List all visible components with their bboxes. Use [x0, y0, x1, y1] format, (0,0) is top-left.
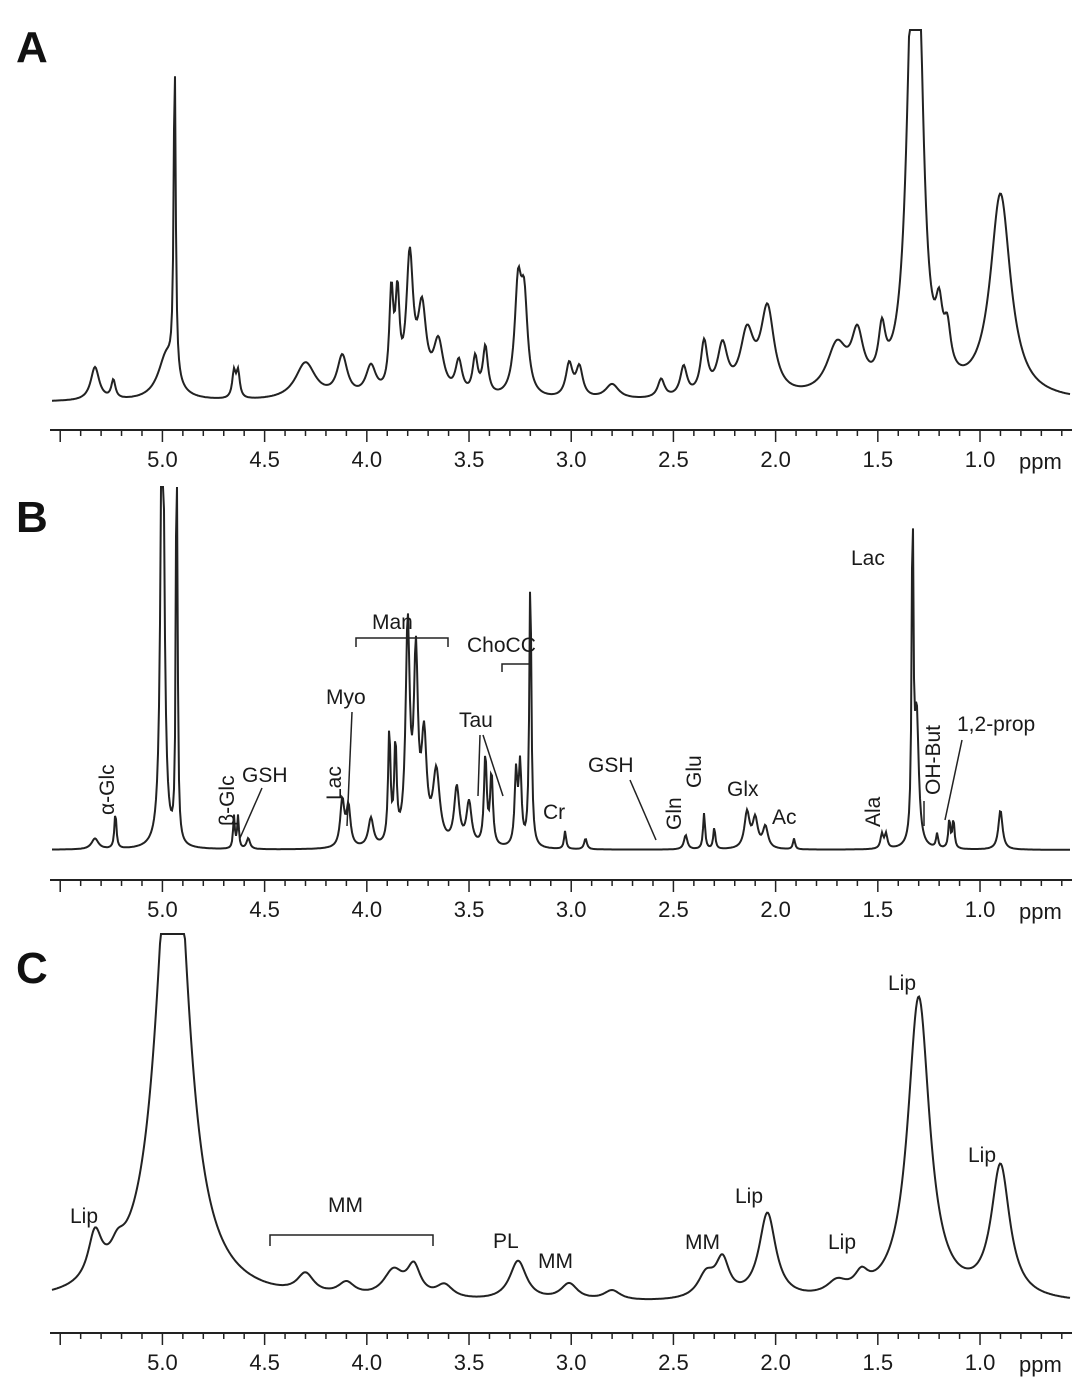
tick-label: 5.0	[147, 897, 178, 922]
bracket-mm	[269, 1234, 434, 1246]
label-ac: Ac	[772, 806, 797, 829]
x-axis-c: 5.0 4.5 4.0 3.5 3.0 2.5 2.0 1.5 1.0 ppm	[50, 1332, 1072, 1377]
tick-label: 4.5	[249, 897, 280, 922]
panel-a: A 5.0 4.5 4.0 3.5 3.0 2.5 2.0 1.5 1.0 ppm	[16, 23, 1072, 474]
tick-label: 3.5	[454, 447, 485, 472]
spectrum-trace-c	[51, 933, 1071, 1301]
tick-label: 3.5	[454, 897, 485, 922]
panel-b: B 5.0 4.5 4.0 3.5 3.0 2.5 2.0 1.5 1.0 ppm α-Glc β…	[16, 486, 1072, 924]
label-mm-3: MM	[685, 1231, 720, 1254]
bracket-man	[355, 637, 449, 647]
label-lip-2: Lip	[735, 1185, 763, 1208]
leader-tau-2	[482, 734, 504, 797]
label-1-2-prop: 1,2-prop	[957, 713, 1035, 736]
label-glu: Glu	[683, 755, 706, 788]
spectrum-trace-b	[52, 486, 1070, 851]
tick-label: 5.0	[147, 1350, 178, 1375]
panel-letter-a: A	[16, 23, 48, 72]
spectrum-trace-a	[52, 29, 1071, 402]
leader-1-2-prop	[944, 739, 963, 821]
tick-label: 4.5	[249, 447, 280, 472]
axis-unit-label: ppm	[1019, 1352, 1062, 1377]
leader-gsh-1	[239, 787, 263, 839]
label-gsh-1: GSH	[242, 764, 288, 787]
label-lip-1: Lip	[70, 1205, 98, 1228]
panel-letter-b: B	[16, 493, 48, 542]
label-chocc: ChoCC	[467, 634, 536, 657]
tick-label: 2.5	[658, 447, 689, 472]
label-glx: Glx	[727, 778, 759, 801]
tick-label: 3.0	[556, 447, 587, 472]
tick-label: 1.5	[863, 897, 894, 922]
x-axis-b: 5.0 4.5 4.0 3.5 3.0 2.5 2.0 1.5 1.0 ppm	[50, 879, 1072, 924]
axis-unit-label: ppm	[1019, 449, 1062, 474]
x-axis-a: 5.0 4.5 4.0 3.5 3.0 2.5 2.0 1.5 1.0 ppm	[50, 429, 1072, 474]
tick-label: 4.5	[249, 1350, 280, 1375]
tick-label: 4.0	[352, 1350, 383, 1375]
tick-label: 3.0	[556, 1350, 587, 1375]
tick-label: 4.0	[352, 447, 383, 472]
label-gln: Gln	[663, 797, 686, 830]
label-mm-2: MM	[538, 1250, 573, 1273]
tick-label: 2.5	[658, 1350, 689, 1375]
label-lip-3: Lip	[828, 1231, 856, 1254]
tick-label: 1.0	[965, 1350, 996, 1375]
label-lac-1: Lac	[323, 766, 346, 800]
tick-label: 3.5	[454, 1350, 485, 1375]
label-lac-2: Lac	[851, 547, 885, 570]
tick-label: 1.5	[863, 447, 894, 472]
tick-label: 1.0	[965, 897, 996, 922]
label-gsh-2: GSH	[588, 754, 634, 777]
label-alpha-glc: α-Glc	[96, 764, 119, 815]
label-ala: Ala	[862, 796, 885, 827]
label-lip-4: Lip	[888, 972, 916, 995]
tick-label: 2.0	[760, 1350, 791, 1375]
label-cr: Cr	[543, 801, 565, 824]
label-lip-5: Lip	[968, 1144, 996, 1167]
bracket-chocc	[501, 663, 532, 672]
label-beta-glc: β-Glc	[216, 775, 239, 826]
tick-label: 2.0	[760, 897, 791, 922]
panel-letter-c: C	[16, 944, 48, 993]
label-man: Man	[372, 611, 413, 634]
tick-label: 2.0	[760, 447, 791, 472]
label-myo: Myo	[326, 686, 366, 709]
label-pl: PL	[493, 1230, 519, 1253]
label-mm-1: MM	[328, 1194, 363, 1217]
tick-label: 3.0	[556, 897, 587, 922]
tick-label: 1.0	[965, 447, 996, 472]
panel-c: C 5.0 4.5 4.0 3.5 3.0 2.5 2.0 1.5 1.0 ppm Lip MM …	[16, 933, 1072, 1377]
tick-label: 2.5	[658, 897, 689, 922]
leader-tau-1	[477, 734, 481, 797]
tick-label: 1.5	[863, 1350, 894, 1375]
label-tau: Tau	[459, 709, 493, 732]
tick-label: 4.0	[352, 897, 383, 922]
tick-label: 5.0	[147, 447, 178, 472]
leader-myo	[346, 711, 353, 827]
axis-unit-label: ppm	[1019, 899, 1062, 924]
label-oh-but: OH-But	[922, 725, 945, 795]
leader-gsh-2	[629, 779, 657, 841]
